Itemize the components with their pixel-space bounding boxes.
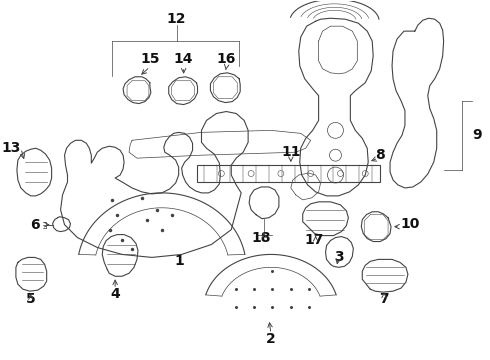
- Text: 9: 9: [472, 128, 482, 142]
- Text: 5: 5: [26, 292, 36, 306]
- Text: 7: 7: [379, 292, 389, 306]
- Text: 1: 1: [175, 255, 185, 269]
- Text: 14: 14: [174, 52, 194, 66]
- Text: 16: 16: [217, 52, 236, 66]
- Text: 15: 15: [140, 52, 160, 66]
- Text: 10: 10: [400, 217, 419, 231]
- Text: 18: 18: [251, 230, 271, 244]
- Bar: [196, 165, 380, 182]
- Text: 12: 12: [167, 12, 186, 26]
- Text: 17: 17: [304, 233, 323, 247]
- Text: 6: 6: [30, 218, 40, 232]
- Text: 8: 8: [375, 148, 385, 162]
- Text: 3: 3: [334, 251, 343, 264]
- Text: 4: 4: [110, 287, 120, 301]
- Text: 11: 11: [281, 145, 300, 159]
- Text: 2: 2: [266, 332, 276, 346]
- Text: 13: 13: [1, 141, 21, 155]
